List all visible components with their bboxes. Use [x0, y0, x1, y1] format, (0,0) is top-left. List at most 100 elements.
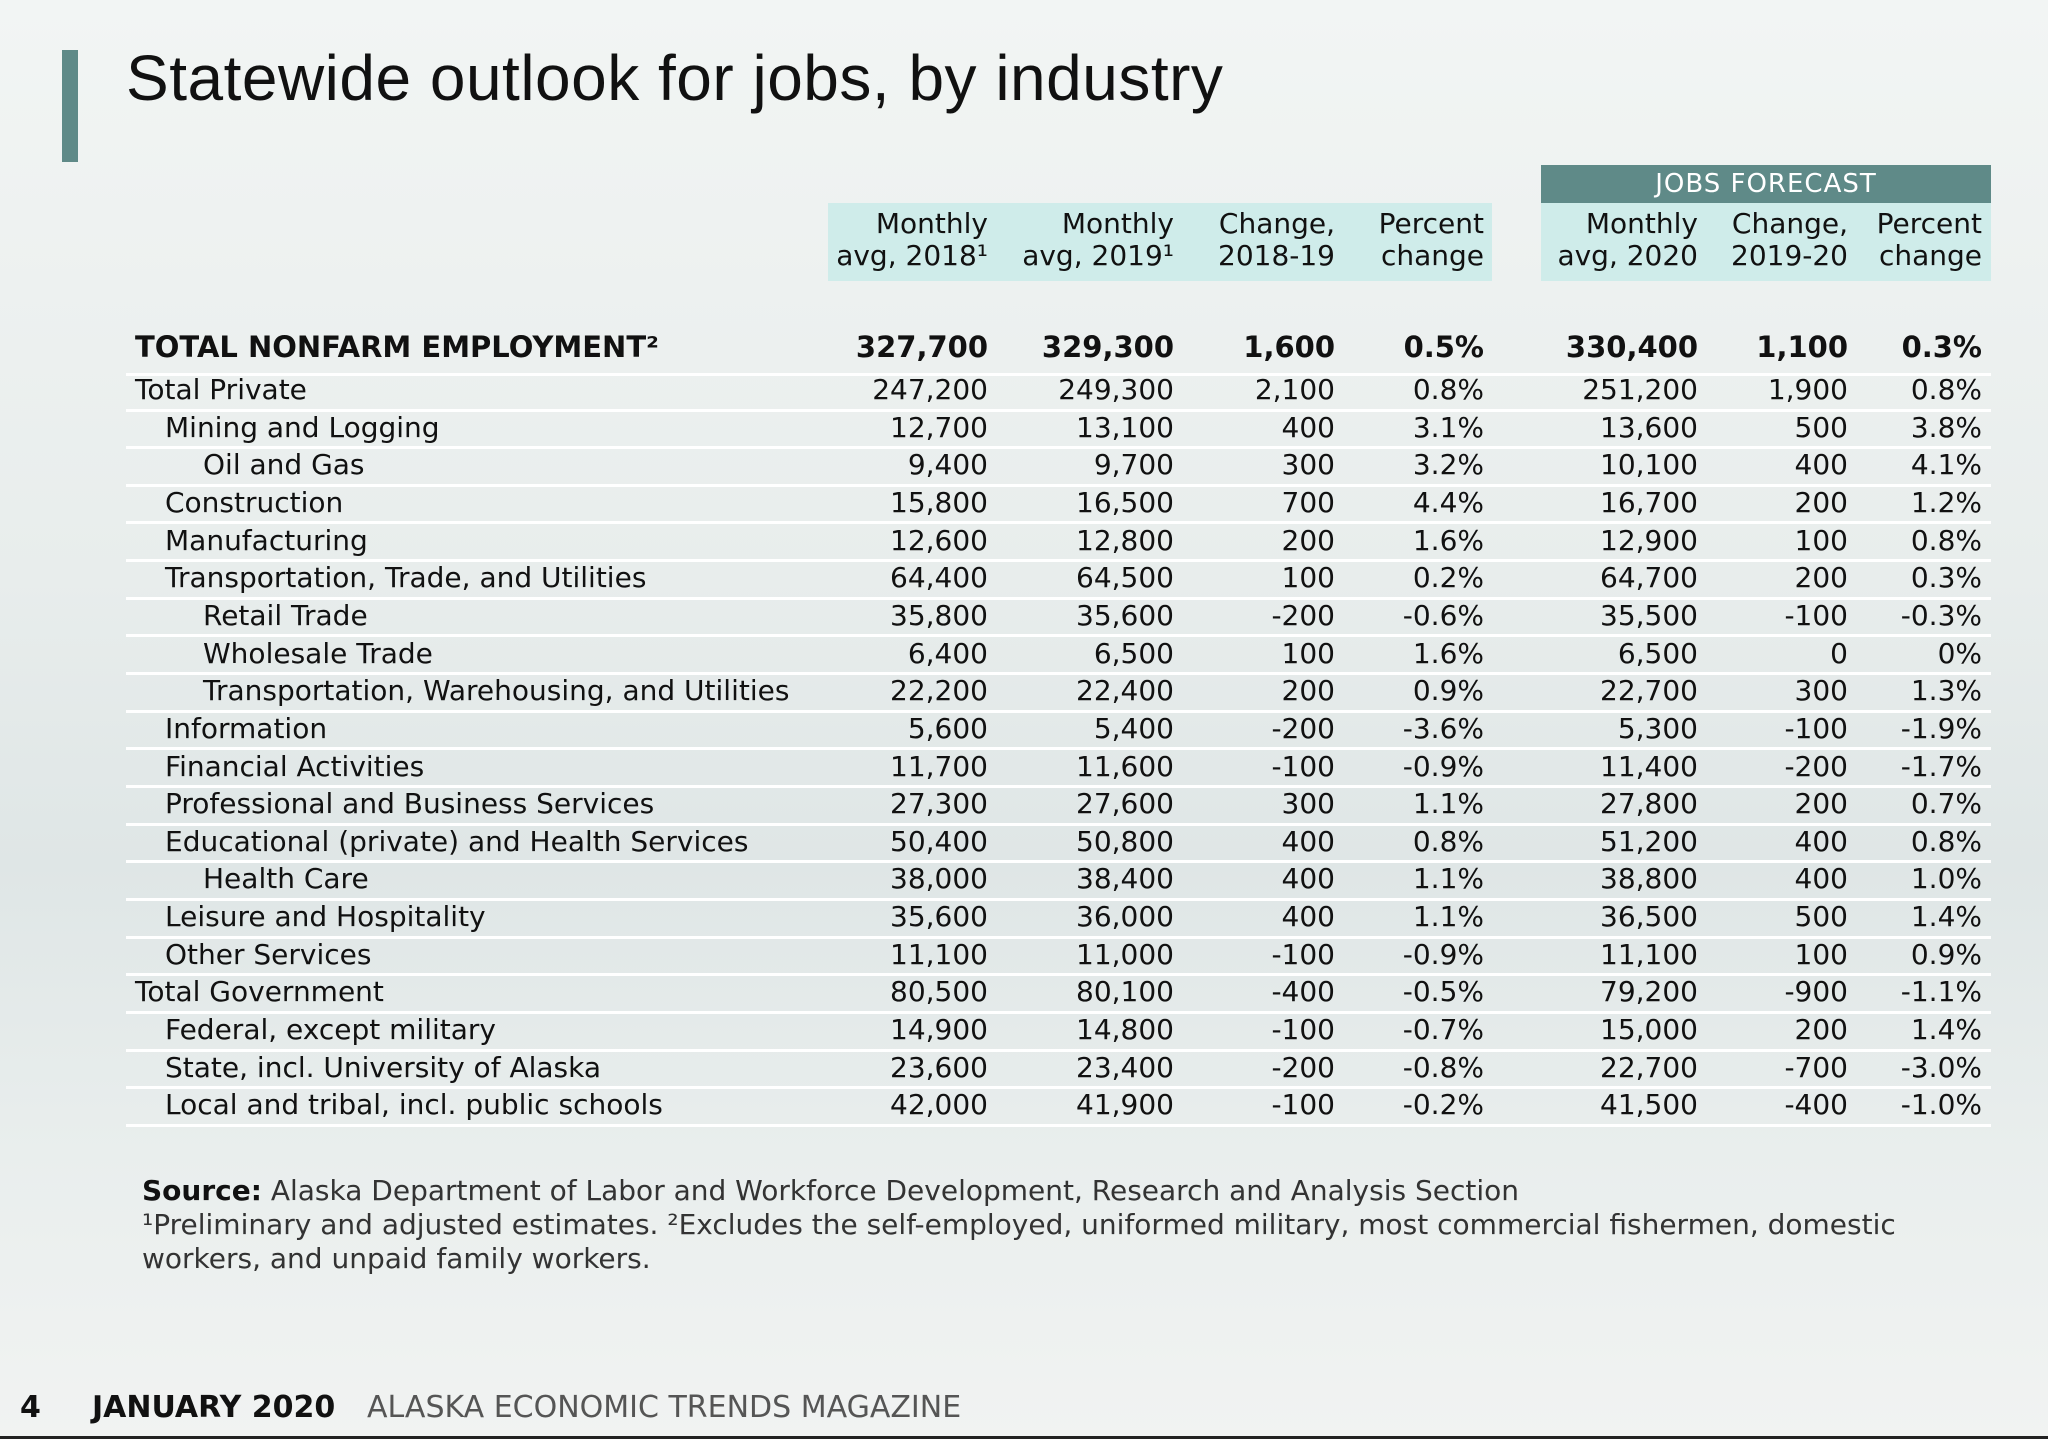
- table-cell: 36,000: [1076, 900, 1174, 934]
- table-cell: -0.8%: [1402, 1050, 1484, 1084]
- table-cell: 51,200: [1600, 824, 1698, 858]
- table-cell: 13,100: [1076, 410, 1174, 444]
- magazine-name: ALASKA ECONOMIC TRENDS MAGAZINE: [367, 1390, 962, 1425]
- table-cell: 11,100: [1600, 937, 1698, 971]
- table-cell: -1.9%: [1900, 711, 1982, 745]
- table-cell: 300: [1281, 448, 1335, 482]
- table-cell: 400: [1281, 900, 1335, 934]
- table-cell: 3.8%: [1910, 410, 1982, 444]
- column-header: Change, 2019-20: [1731, 208, 1848, 272]
- table-cell: 100: [1794, 523, 1848, 557]
- column-header-line1: Change,: [1731, 207, 1848, 240]
- table-cell: 41,500: [1600, 1088, 1698, 1122]
- table-cell: 80,100: [1076, 975, 1174, 1009]
- table-cell: 329,300: [1041, 330, 1174, 364]
- table-cell: 27,300: [890, 787, 988, 821]
- row-label: TOTAL NONFARM EMPLOYMENT²: [135, 330, 659, 364]
- table-row: Total Government 80,500 80,100 -400 -0.5% 79,…: [126, 973, 1991, 1014]
- table-cell: -0.9%: [1402, 937, 1484, 971]
- table-cell: -100: [1271, 1088, 1335, 1122]
- table-cell: -200: [1784, 749, 1848, 783]
- table-cell: 249,300: [1058, 373, 1174, 406]
- table-cell: 1.4%: [1910, 900, 1982, 934]
- column-header-line1: Monthly: [1061, 207, 1174, 240]
- column-header: Percent change: [1379, 208, 1484, 272]
- column-header-line1: Percent: [1378, 207, 1484, 240]
- table-cell: -0.7%: [1402, 1013, 1484, 1047]
- table-cell: -0.2%: [1402, 1088, 1484, 1122]
- row-label: Educational (private) and Health Service…: [165, 824, 749, 858]
- table-cell: 1.2%: [1910, 485, 1982, 519]
- table-row: Information 5,600 5,400 -200 -3.6% 5,300 -100 -…: [126, 710, 1991, 751]
- row-label: Local and tribal, incl. public schools: [165, 1088, 663, 1122]
- header-background-forecast: [1541, 203, 1991, 281]
- table-cell: -1.1%: [1900, 975, 1982, 1009]
- column-header: Monthly avg, 2020: [1557, 208, 1698, 272]
- table-cell: 100: [1281, 561, 1335, 595]
- table-cell: 64,500: [1076, 561, 1174, 595]
- table-cell: -900: [1784, 975, 1848, 1009]
- row-label: Financial Activities: [165, 749, 425, 783]
- page-number: 4: [20, 1390, 41, 1425]
- table-cell: -0.9%: [1402, 749, 1484, 783]
- table-cell: 200: [1794, 485, 1848, 519]
- row-label: Mining and Logging: [165, 410, 440, 444]
- row-label: Transportation, Warehousing, and Utiliti…: [203, 674, 790, 708]
- table-cell: 0.7%: [1910, 787, 1982, 821]
- table-row: Mining and Logging 12,700 13,100 400 3.1% 13,…: [126, 409, 1991, 450]
- row-label: Total Government: [135, 975, 384, 1009]
- row-label: Manufacturing: [165, 523, 368, 557]
- table-cell: 23,600: [890, 1050, 988, 1084]
- column-header: Percent change: [1877, 208, 1982, 272]
- table-cell: 200: [1794, 561, 1848, 595]
- table-cell: 9,400: [907, 448, 988, 482]
- row-label: Transportation, Trade, and Utilities: [165, 561, 647, 595]
- table-cell: 1.6%: [1412, 636, 1484, 670]
- table-cell: 4.1%: [1910, 448, 1982, 482]
- table-cell: 330,400: [1565, 330, 1698, 364]
- table-cell: 0.8%: [1910, 373, 1982, 406]
- table-cell: -400: [1271, 975, 1335, 1009]
- table-cell: -200: [1271, 1050, 1335, 1084]
- table-cell: -100: [1271, 937, 1335, 971]
- table-cell: 5,400: [1093, 711, 1174, 745]
- table-row: Financial Activities 11,700 11,600 -100 -0.9…: [126, 748, 1991, 788]
- table-cell: -200: [1271, 598, 1335, 632]
- row-label: Total Private: [135, 373, 307, 406]
- table-cell: 23,400: [1076, 1050, 1174, 1084]
- table-cell: 41,900: [1076, 1088, 1174, 1122]
- column-header: Change, 2018-19: [1218, 208, 1335, 272]
- table-cell: 10,100: [1600, 448, 1698, 482]
- table-cell: 12,700: [890, 410, 988, 444]
- table-cell: 35,500: [1600, 598, 1698, 632]
- column-header-line2: avg, 2020: [1557, 239, 1698, 272]
- table-cell: 22,400: [1076, 674, 1174, 708]
- table-cell: 400: [1794, 862, 1848, 896]
- row-label: State, incl. University of Alaska: [165, 1050, 602, 1084]
- footnote-text: ¹Preliminary and adjusted estimates. ²Ex…: [142, 1208, 1896, 1275]
- column-header-line2: 2018-19: [1218, 239, 1335, 272]
- table-cell: 11,000: [1076, 937, 1174, 971]
- column-header-line2: change: [1380, 239, 1484, 272]
- table-cell: 13,600: [1600, 410, 1698, 444]
- row-label: Health Care: [203, 862, 369, 896]
- table-cell: 64,700: [1600, 561, 1698, 595]
- source-notes: Source: Alaska Department of Labor and W…: [142, 1174, 1982, 1276]
- table-cell: 251,200: [1582, 373, 1698, 406]
- table-cell: 1.1%: [1412, 862, 1484, 896]
- total-row: TOTAL NONFARM EMPLOYMENT² 327,700 329,300 1…: [126, 321, 1991, 376]
- table-cell: 0.8%: [1910, 824, 1982, 858]
- table-cell: 16,500: [1076, 485, 1174, 519]
- table-cell: 11,700: [890, 749, 988, 783]
- page-footer: 4 JANUARY 2020 ALASKA ECONOMIC TRENDS MA…: [20, 1387, 961, 1429]
- table-cell: 12,800: [1076, 523, 1174, 557]
- table-cell: 0.8%: [1412, 373, 1484, 406]
- table-cell: 500: [1794, 900, 1848, 934]
- table-cell: 15,000: [1600, 1013, 1698, 1047]
- table-cell: -100: [1784, 598, 1848, 632]
- table-cell: 400: [1281, 410, 1335, 444]
- table-row: Federal, except military 14,900 14,800 -100…: [126, 1011, 1991, 1052]
- table-cell: -3.6%: [1402, 711, 1484, 745]
- page-title: Statewide outlook for jobs, by industry: [126, 42, 1224, 114]
- table-cell: 38,400: [1076, 862, 1174, 896]
